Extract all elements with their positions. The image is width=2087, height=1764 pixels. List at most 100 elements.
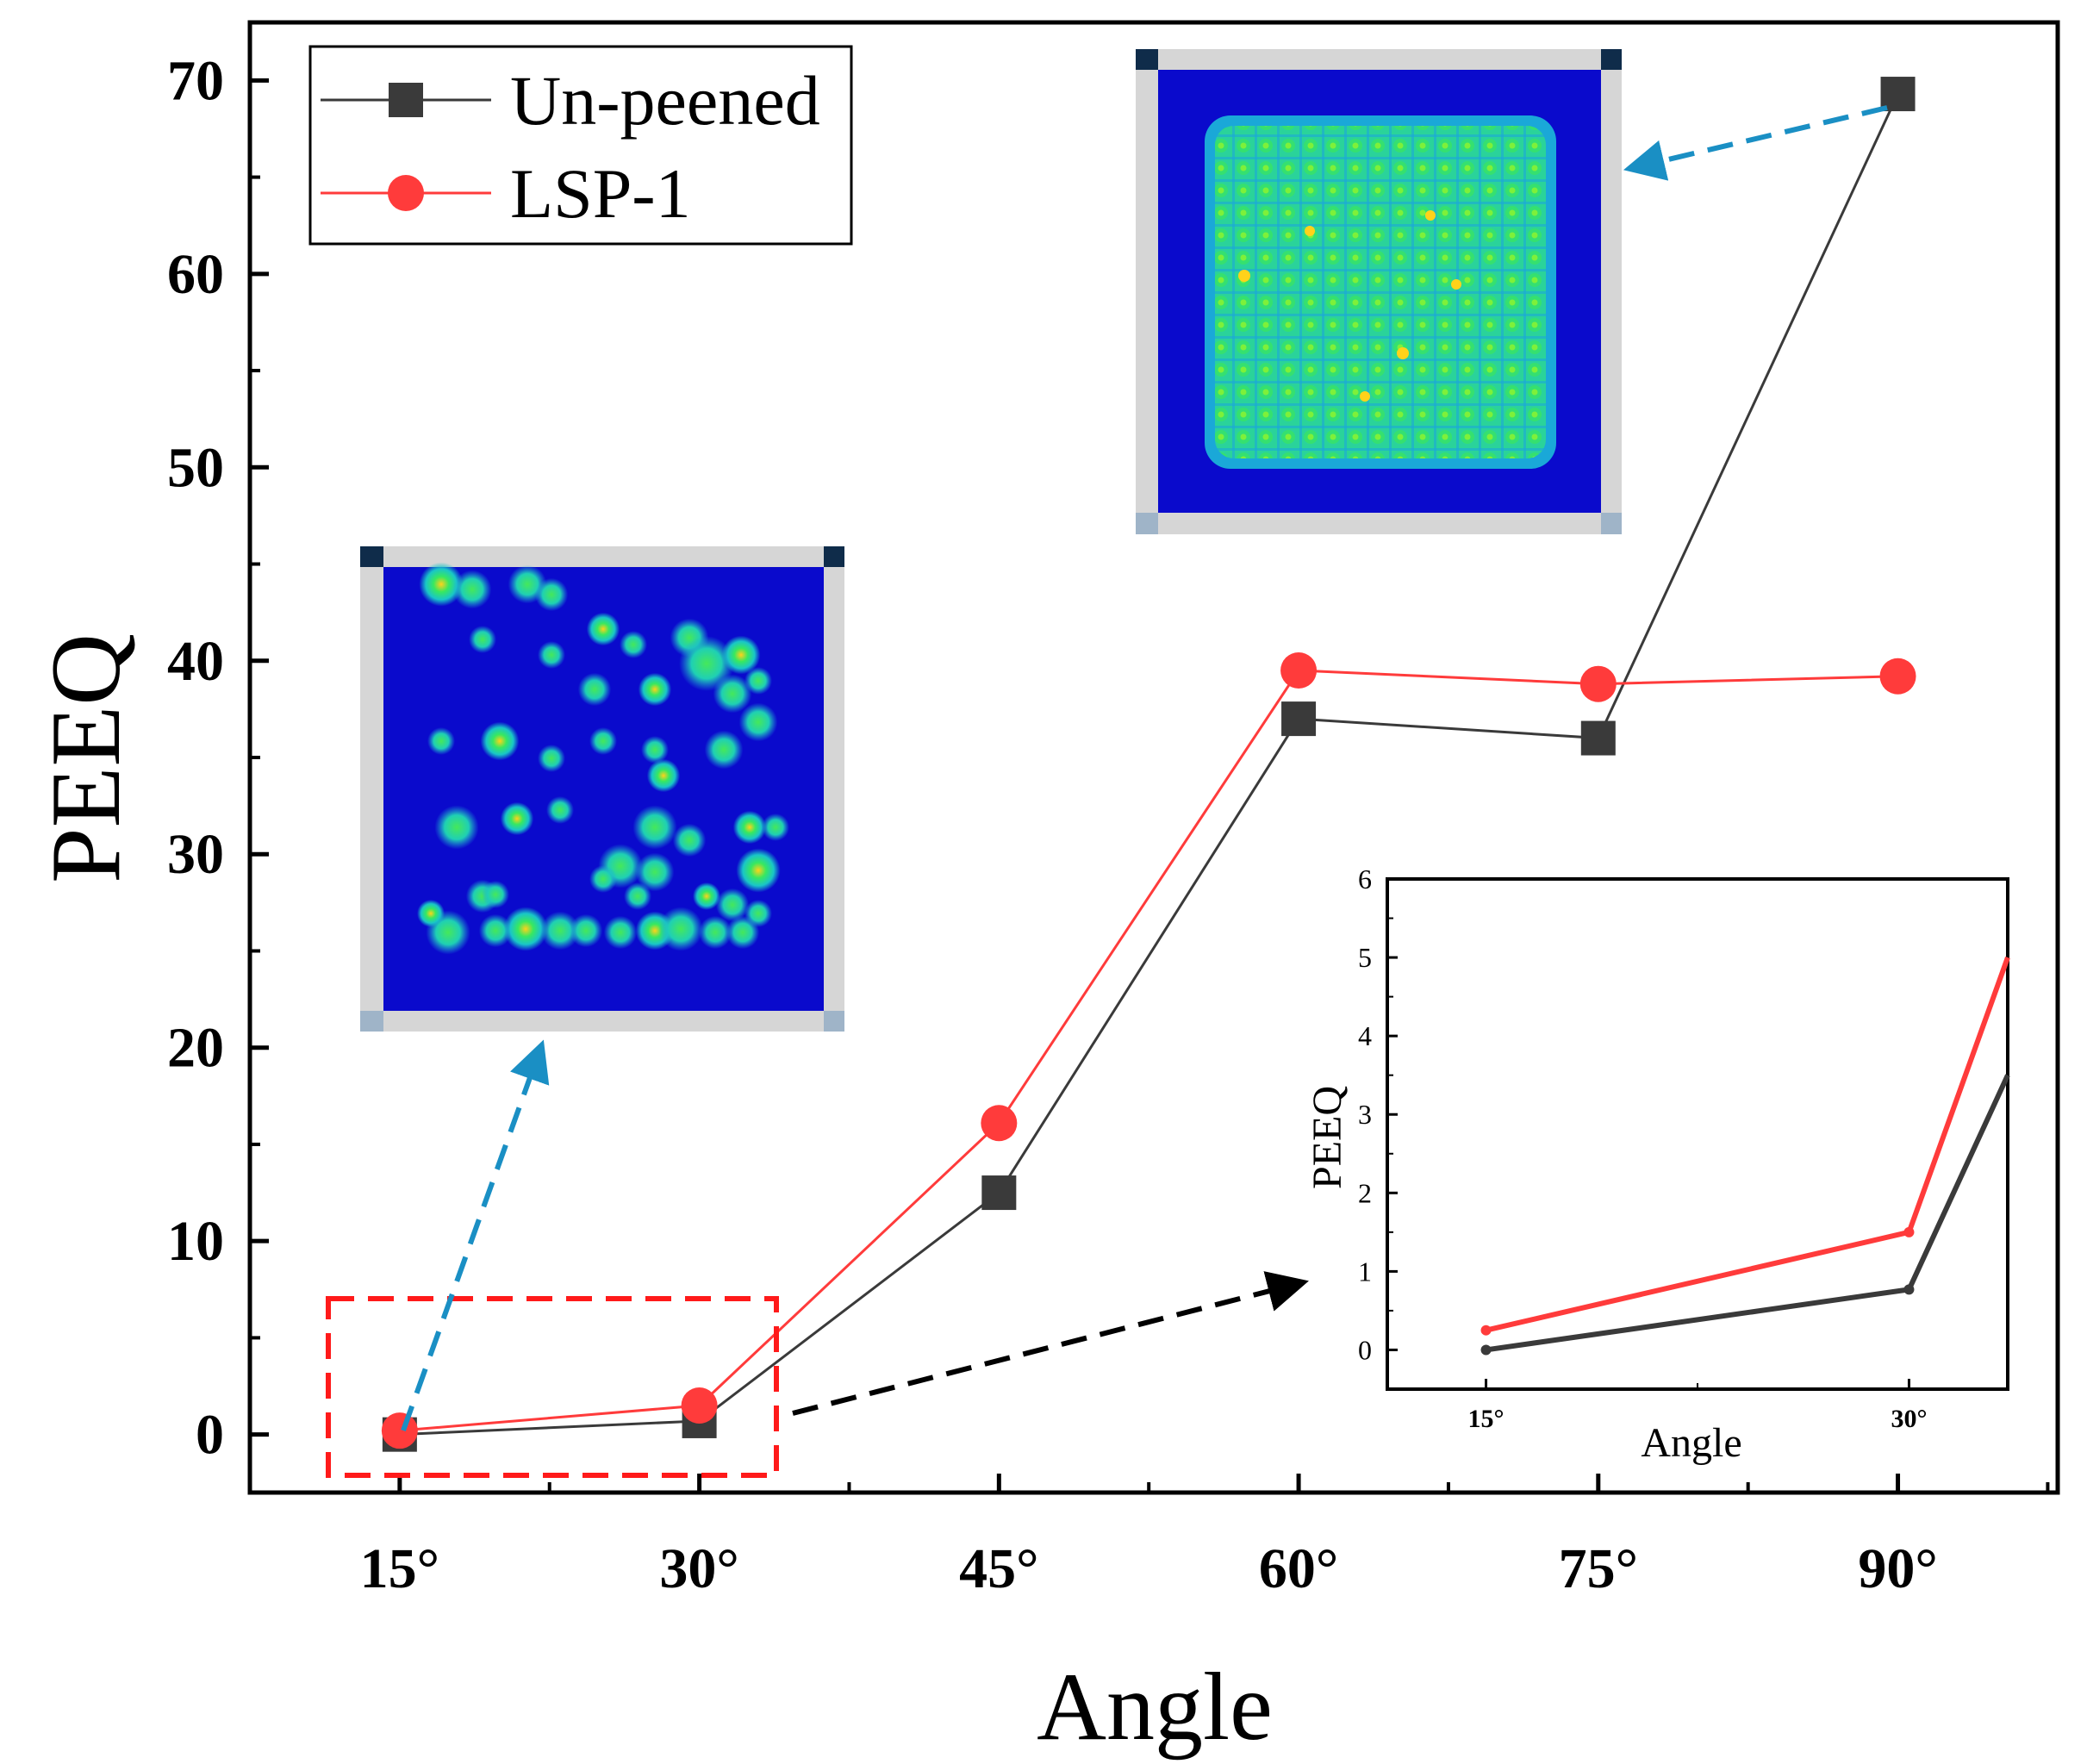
x-tick-label: 15° — [360, 1537, 439, 1600]
y-axis-title: PEEQ — [31, 633, 141, 883]
contour-spot — [632, 805, 677, 850]
contour-spot — [500, 801, 534, 836]
legend: Un-peened LSP-1 — [308, 45, 853, 246]
inset-x-ticks: 15° 30° — [1468, 1379, 1927, 1433]
contour-spot — [427, 727, 455, 755]
contour-spot — [586, 612, 620, 646]
contour-spot — [744, 667, 772, 695]
contour-spot — [736, 848, 781, 893]
arrow-to-90deg-plot — [1623, 105, 1888, 181]
lsp1-point — [981, 1105, 1018, 1142]
contour-spot — [679, 636, 734, 691]
inset-point — [1480, 1325, 1492, 1336]
arrow-to-15deg-plot — [401, 1039, 550, 1432]
y-tick-label: 60 — [167, 243, 224, 306]
contour-spot — [738, 702, 778, 742]
x-tick-label: 60° — [1259, 1537, 1338, 1600]
x-tick-label: 75° — [1559, 1537, 1638, 1600]
inset-y-tick-label: 1 — [1358, 1256, 1372, 1287]
contour-plot-90deg — [1136, 49, 1622, 534]
contour-spot — [540, 911, 580, 951]
contour-spot — [482, 881, 509, 908]
series-unpeened-line — [399, 93, 1899, 1437]
contour-spot — [503, 907, 548, 951]
contour-spot — [603, 915, 638, 950]
contour-spot — [744, 900, 772, 927]
contour-spot — [658, 907, 703, 951]
contour-spot — [419, 562, 464, 607]
unpeened-point — [1281, 701, 1317, 737]
contour-spot — [732, 810, 767, 845]
contour-spot — [693, 882, 720, 910]
y-axis-ticks: 0 10 20 30 40 50 60 70 — [167, 49, 269, 1467]
contour-spot — [480, 721, 520, 761]
inset-y-ticks: 0 1 2 3 4 5 6 — [1358, 863, 1398, 1365]
contour-spot — [762, 813, 789, 841]
lsp1-point — [1579, 665, 1617, 702]
arrow-to-inset — [792, 1271, 1309, 1416]
contour-spot — [624, 882, 651, 910]
contour-spot — [638, 672, 672, 707]
y-tick-label: 50 — [167, 436, 224, 499]
contour-spot — [434, 805, 479, 850]
x-axis-title: Angle — [1037, 1654, 1273, 1761]
contour-spot — [672, 823, 707, 857]
unpeened-point — [981, 1175, 1017, 1211]
inset-x-tick-label: 30° — [1891, 1405, 1927, 1433]
contour-spot — [589, 865, 617, 893]
inset-y-tick-label: 3 — [1358, 1099, 1372, 1130]
series-lsp1-line — [399, 669, 1898, 1432]
contour-plot-15deg — [360, 546, 844, 1032]
contour-spot — [546, 796, 574, 824]
zoom-region-box — [326, 1296, 779, 1478]
legend-label-unpeened: Un-peened — [510, 61, 820, 140]
inset-chart: 0 1 2 3 4 5 6 15° 30° PEEQ Angle — [1305, 863, 2010, 1466]
inset-x-axis-title: Angle — [1641, 1420, 1741, 1466]
lsp1-point — [381, 1412, 418, 1449]
contour-spot — [569, 913, 603, 948]
inset-y-tick-label: 5 — [1358, 942, 1372, 973]
x-tick-label: 90° — [1858, 1537, 1937, 1600]
contour-spot — [641, 736, 669, 764]
legend-marker-square — [389, 83, 423, 117]
contour-spot — [417, 900, 445, 927]
inset-point — [1480, 1344, 1492, 1356]
y-tick-label: 0 — [196, 1404, 224, 1467]
inset-x-tick-label: 15° — [1468, 1405, 1505, 1433]
contour-spot — [469, 626, 496, 653]
inset-y-tick-label: 0 — [1358, 1334, 1372, 1365]
contour-spot — [538, 745, 565, 772]
inset-point — [1903, 1226, 1915, 1237]
contour-spot — [704, 730, 744, 770]
lsp1-point — [1879, 658, 1916, 695]
inset-y-tick-label: 6 — [1358, 863, 1372, 894]
contour-spot — [478, 913, 513, 948]
contour-spot — [620, 631, 647, 658]
y-tick-label: 40 — [167, 630, 224, 693]
x-axis-ticks: 15° 30° 45° 60° 75° 90° — [360, 1474, 2050, 1600]
contour-spot — [577, 672, 612, 707]
x-tick-label: 30° — [659, 1537, 738, 1600]
contour-spot — [698, 915, 732, 950]
contour-spot — [721, 635, 761, 675]
main-series — [381, 77, 1916, 1452]
lsp1-point — [1280, 651, 1318, 689]
inset-y-axis-title: PEEQ — [1305, 1086, 1350, 1189]
y-tick-label: 70 — [167, 49, 224, 112]
contour-spot — [635, 852, 675, 892]
contour-spot — [452, 570, 492, 609]
inset-y-tick-label: 4 — [1358, 1020, 1372, 1051]
contour-spot — [534, 577, 569, 612]
contour-spot — [589, 727, 617, 755]
inset-frame — [1386, 877, 2009, 1391]
inset-series — [1480, 957, 2010, 1356]
contour-spot — [713, 674, 752, 714]
contour-spot — [715, 888, 750, 922]
contour-spot — [646, 758, 681, 793]
y-tick-label: 30 — [167, 823, 224, 886]
legend-item-unpeened: Un-peened — [321, 61, 820, 140]
legend-item-lsp1: LSP-1 — [321, 154, 691, 233]
legend-label-lsp1: LSP-1 — [510, 154, 691, 233]
x-tick-label: 45° — [959, 1537, 1038, 1600]
